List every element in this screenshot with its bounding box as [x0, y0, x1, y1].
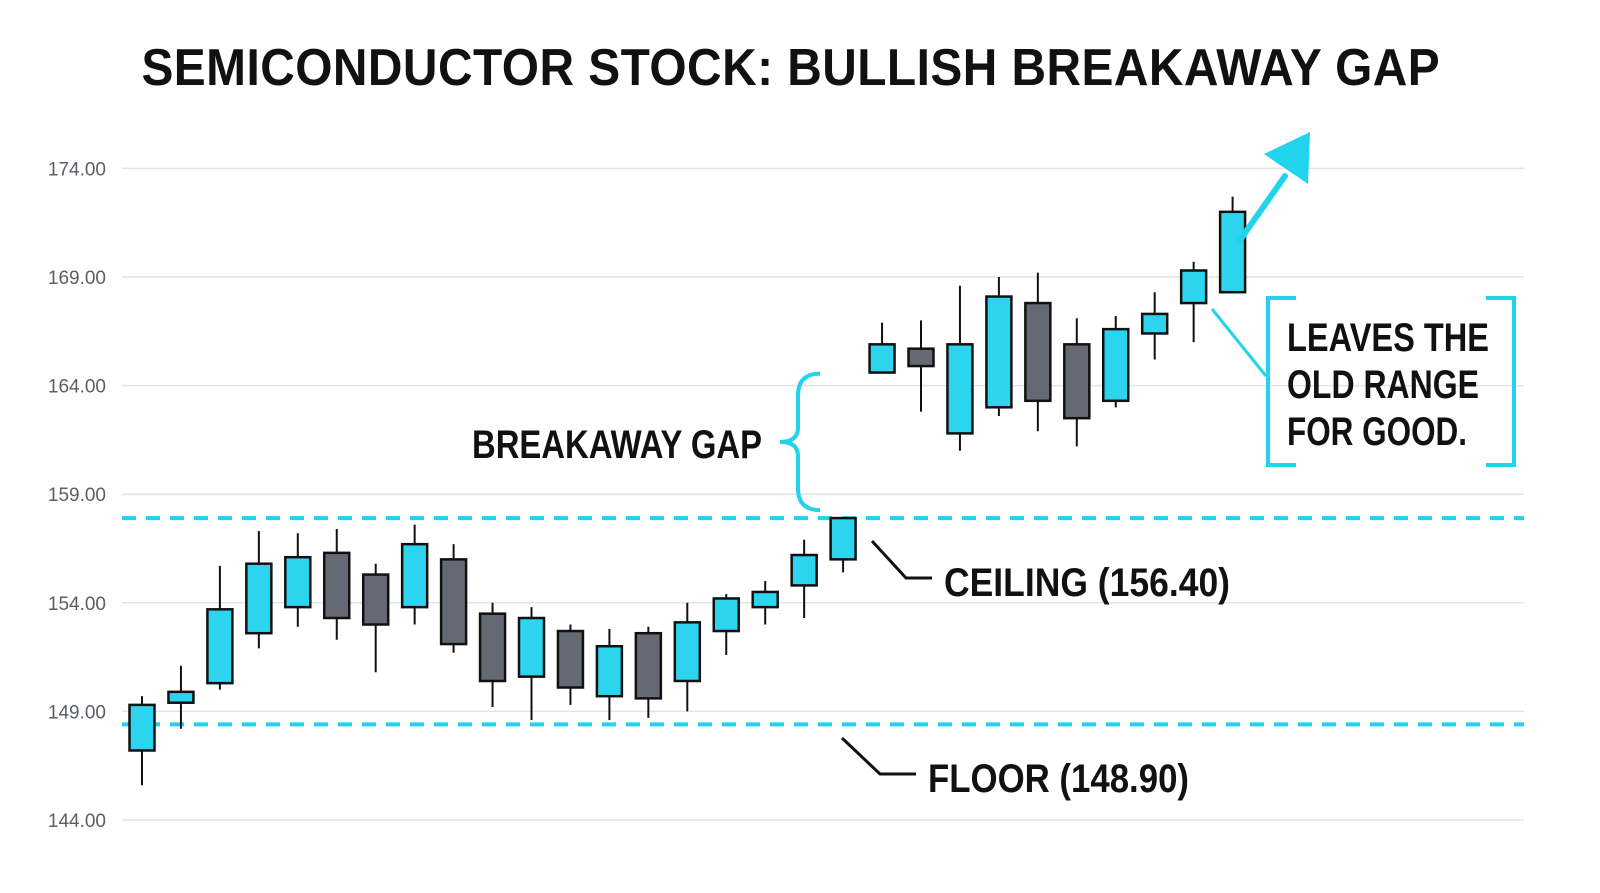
candle-body: [361, 573, 390, 626]
candle: [284, 533, 312, 627]
candle-body: [439, 558, 468, 646]
candle: [439, 544, 468, 653]
callout-text-line: LEAVES THE: [1287, 316, 1489, 360]
candle: [868, 322, 896, 374]
candle-body: [1063, 343, 1091, 420]
ceiling-label: CEILING (156.40): [944, 561, 1230, 605]
annotations: BREAKAWAY GAP CEILING (156.40) FLOOR (148.…: [472, 132, 1516, 801]
candle-body: [284, 555, 312, 609]
candle: [1179, 261, 1208, 343]
candle: [478, 602, 507, 708]
ceiling-leader: [870, 539, 932, 580]
candle: [829, 516, 857, 573]
y-tick-label: 174.00: [48, 159, 106, 180]
candle: [128, 696, 156, 786]
callout-text-line: OLD RANGE: [1287, 363, 1479, 407]
candle-body: [985, 295, 1013, 409]
candle: [1063, 318, 1091, 447]
y-tick-label: 144.00: [48, 811, 106, 832]
candle-body: [1140, 312, 1169, 335]
candle-body: [206, 608, 234, 685]
candle: [1024, 272, 1052, 432]
candle: [1140, 292, 1169, 360]
candle: [361, 563, 390, 673]
candle-body: [829, 516, 857, 561]
candle: [517, 607, 546, 721]
candle: [167, 665, 195, 729]
candle: [946, 285, 974, 451]
candle: [634, 626, 663, 718]
candle-body: [400, 542, 429, 609]
candle-body: [946, 343, 974, 435]
support-resistance-lines: [122, 516, 1524, 727]
candle: [790, 539, 818, 619]
candle-body: [128, 703, 156, 752]
callout-connector: [1210, 308, 1268, 377]
candle-body: [868, 343, 896, 374]
y-tick-label: 154.00: [48, 594, 106, 615]
candle-body: [478, 612, 507, 683]
y-tick-label: 169.00: [48, 268, 106, 289]
y-tick-label: 149.00: [48, 702, 106, 723]
candle-body: [751, 590, 779, 609]
candle-body: [907, 347, 935, 368]
callout-text-line: FOR GOOD.: [1287, 410, 1467, 454]
candle-body: [167, 690, 195, 704]
candle-body: [1218, 210, 1247, 294]
candle-body: [1102, 327, 1130, 403]
candle: [556, 624, 585, 705]
candle-body: [634, 631, 663, 700]
breakout-arrow-shaft: [1235, 173, 1288, 246]
candle: [400, 524, 429, 625]
gap-brace: [779, 371, 821, 513]
candle: [985, 277, 1013, 417]
floor-label: FLOOR (148.90): [928, 757, 1189, 801]
candle: [751, 581, 779, 625]
candle-body: [595, 644, 624, 698]
floor-leader: [840, 736, 916, 776]
candle: [245, 531, 273, 649]
candle-body: [323, 551, 351, 620]
candles: [128, 196, 1247, 786]
candle-body: [790, 553, 818, 587]
y-axis-ticks: 174.00 169.00 164.00 159.00 154.00 149.00 144.…: [48, 159, 106, 832]
candle-body: [712, 597, 740, 633]
breakout-arrow-head: [1264, 132, 1310, 184]
candle-body: [556, 629, 585, 689]
candle: [595, 628, 624, 721]
candle-body: [245, 562, 273, 635]
candle: [323, 528, 351, 640]
candle-body: [1179, 269, 1208, 305]
candle: [907, 320, 935, 412]
callout-bracket-right: [1486, 296, 1516, 467]
candle-body: [517, 616, 546, 678]
chart-title: SEMICONDUCTOR STOCK: BULLISH BREAKAWAY G…: [141, 39, 1441, 97]
candle: [206, 565, 234, 690]
gap-label: BREAKAWAY GAP: [472, 423, 762, 467]
y-tick-label: 164.00: [48, 377, 106, 398]
candle: [712, 594, 740, 655]
callout-bracket-left: [1266, 296, 1296, 467]
y-tick-label: 159.00: [48, 485, 106, 506]
candle: [1102, 316, 1130, 408]
candle: [1218, 196, 1247, 294]
grid-lines: [122, 167, 1524, 821]
candle: [673, 602, 702, 712]
candle-body: [673, 621, 702, 683]
candle-body: [1024, 301, 1052, 403]
